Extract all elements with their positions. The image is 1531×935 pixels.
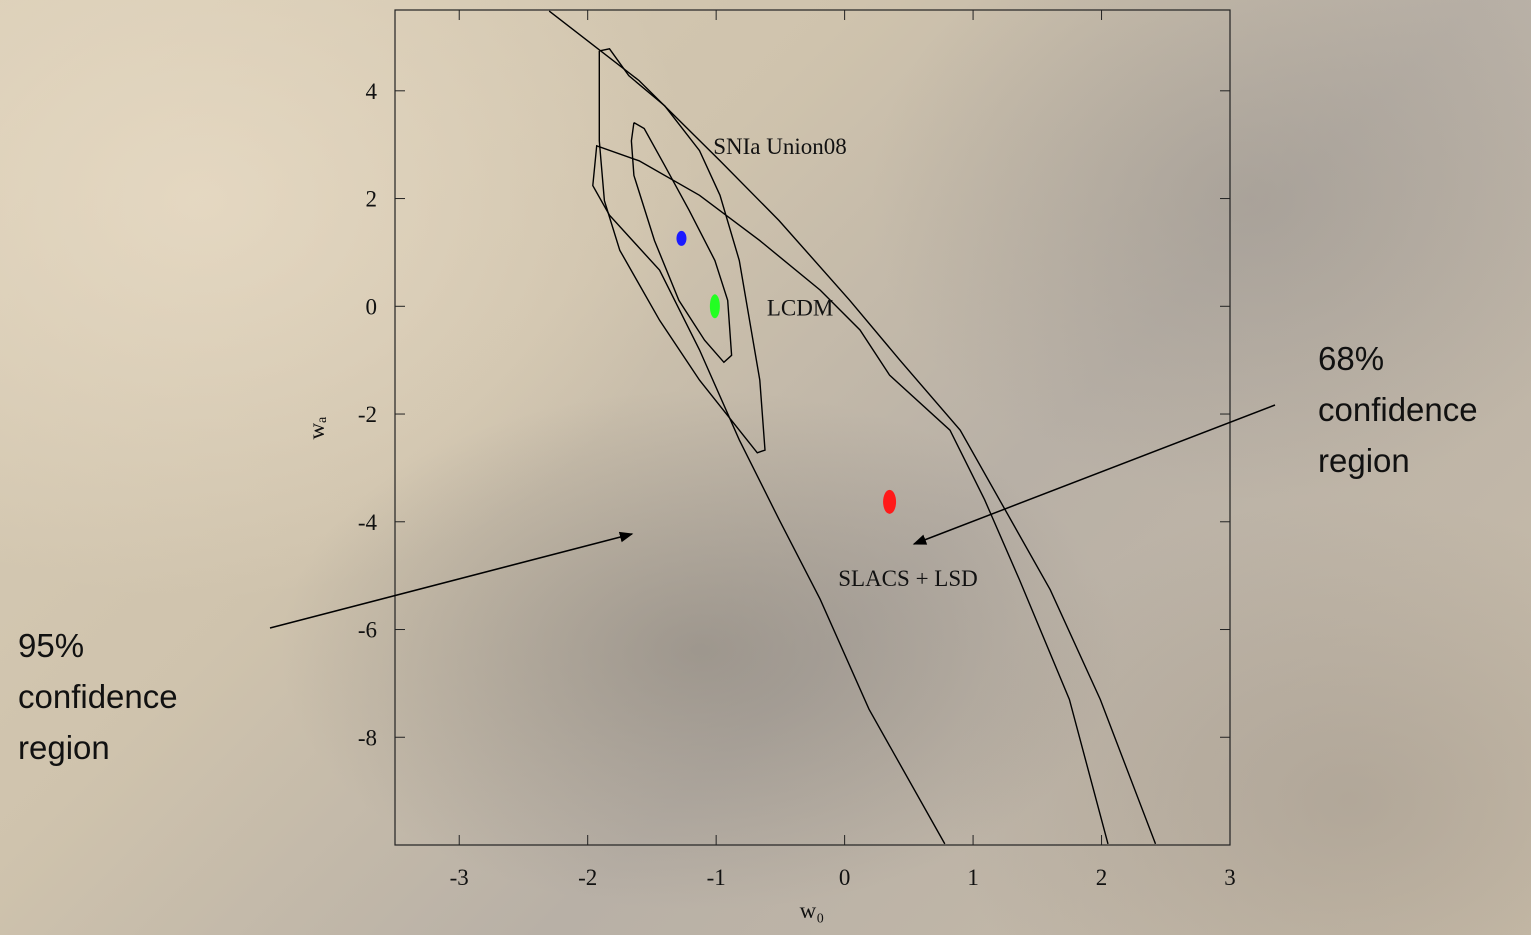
annotation-line: region [1318, 442, 1410, 479]
arrow [914, 405, 1275, 544]
annotation-line: confidence [18, 678, 178, 715]
contour-label: SNIa Union08 [713, 134, 847, 159]
y-tick-label: -4 [358, 510, 378, 535]
y-tick-label: 4 [366, 79, 378, 104]
x-tick-label: -2 [578, 865, 597, 890]
annotation-line: confidence [1318, 391, 1478, 428]
annotation-line: region [18, 729, 110, 766]
y-tick-label: -6 [358, 618, 377, 643]
x-tick-label: 3 [1224, 865, 1236, 890]
x-tick-label: -1 [707, 865, 726, 890]
contour-line [549, 11, 1155, 844]
point [676, 231, 686, 246]
point-label: LCDM [767, 295, 833, 320]
annotation: 68% confidence region [1318, 340, 1478, 479]
point [883, 490, 896, 514]
contour-line [593, 146, 1108, 844]
x-tick-label: 2 [1096, 865, 1108, 890]
page: {"chart_data": { "type": "contour", "xla… [0, 0, 1531, 935]
point [710, 294, 720, 318]
y-tick-label: -8 [358, 725, 377, 750]
y-axis-label: wₐ [304, 417, 329, 440]
x-axis-label: w₀ [800, 898, 825, 923]
y-tick-label: 2 [366, 187, 378, 212]
x-tick-label: -3 [450, 865, 469, 890]
annotation: 95% confidence region [18, 627, 178, 766]
annotation-line: 95% [18, 627, 84, 664]
contour-line [599, 49, 765, 453]
annotation-line: 68% [1318, 340, 1384, 377]
x-tick-label: 0 [839, 865, 851, 890]
x-tick-label: 1 [967, 865, 979, 890]
arrow [270, 534, 632, 628]
y-tick-label: -2 [358, 402, 377, 427]
contour-label: SLACS + LSD [838, 566, 978, 591]
chart: w₀ wₐ -3 -2 -1 0 1 2 3 -8 -6 -4 -2 0 2 4 SNIa Union08 S… [0, 0, 1531, 935]
y-tick-label: 0 [366, 294, 378, 319]
